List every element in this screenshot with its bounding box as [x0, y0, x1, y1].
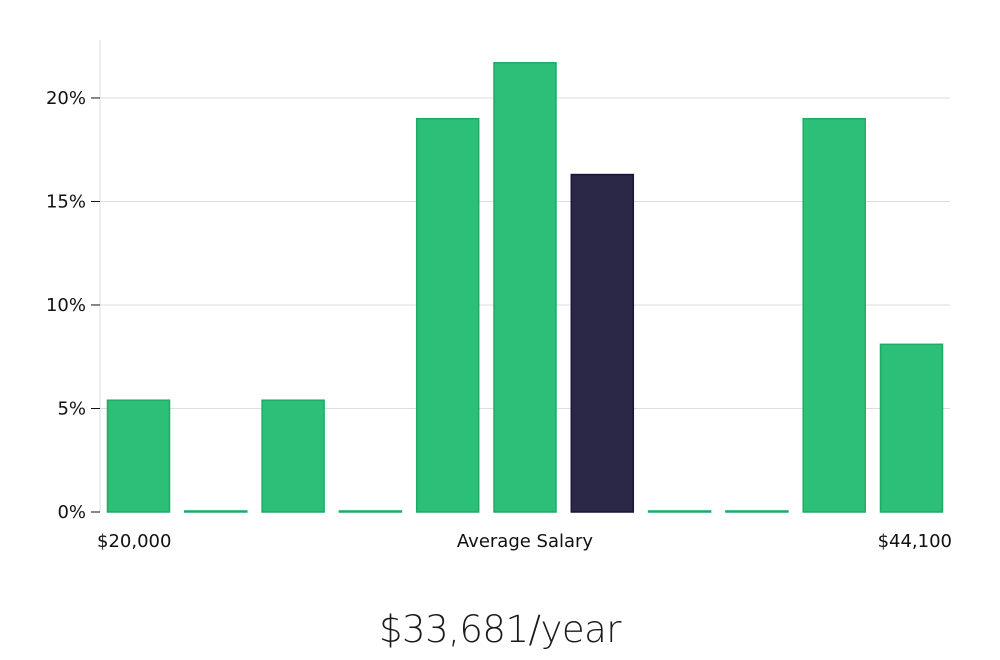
- bar: [879, 343, 944, 513]
- bar: [725, 510, 789, 513]
- bar: [106, 399, 171, 513]
- bar: [184, 510, 248, 513]
- bar: [802, 117, 866, 513]
- bar: [338, 510, 403, 513]
- y-tick-label: 10%: [46, 295, 86, 316]
- bar: [415, 117, 480, 513]
- bar: [647, 510, 712, 513]
- y-tick-label: 20%: [46, 88, 86, 109]
- x-axis-max-label: $44,100: [878, 531, 952, 552]
- salary-histogram: 0% 5% 10% 15% 20% $20,000 Average Salary $44…: [46, 40, 952, 552]
- average-salary-value: $33,681/year: [378, 608, 622, 651]
- y-tick-label: 0%: [57, 502, 86, 523]
- x-axis-min-label: $20,000: [97, 531, 171, 552]
- x-axis-title: Average Salary: [457, 531, 594, 552]
- bar-highlighted: [570, 173, 635, 513]
- bar: [493, 62, 557, 513]
- y-axis-ticks: 0% 5% 10% 15% 20%: [46, 88, 100, 523]
- y-tick-label: 5%: [57, 398, 86, 419]
- y-tick-label: 15%: [46, 191, 86, 212]
- bars: [106, 62, 944, 513]
- bar: [261, 399, 325, 513]
